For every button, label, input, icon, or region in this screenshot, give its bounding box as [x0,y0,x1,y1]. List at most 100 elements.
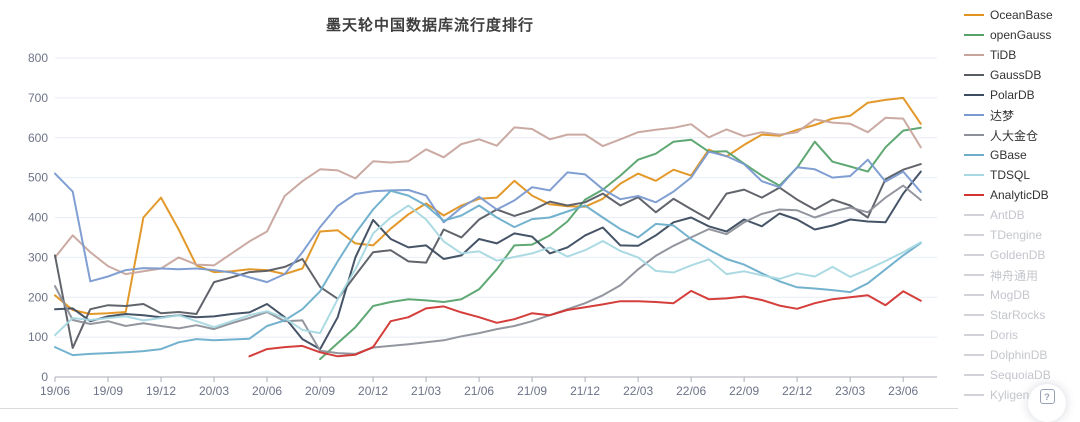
legend-line-swatch [964,94,984,96]
x-axis-tick-label: 19/09 [93,384,123,398]
legend-label: TiDB [990,48,1017,62]
legend-line-swatch [964,294,984,296]
x-axis-tick-label: 21/09 [517,384,547,398]
legend-line-swatch [964,254,984,256]
series-line-人大金仓 [54,184,922,355]
legend-item-人大金仓[interactable]: 人大金仓 [962,125,1080,145]
legend-line-swatch [964,334,984,336]
legend-line-swatch [964,154,984,156]
legend-item-MogDB[interactable]: MogDB [962,285,1080,305]
legend-label: 神舟通用 [990,268,1039,283]
legend-item-GaussDB[interactable]: GaussDB [962,65,1080,85]
x-axis-tick-label: 23/06 [888,384,918,398]
chart-legend: OceanBase openGauss TiDB GaussDB PolarDB 达梦人大… [962,0,1080,414]
legend-item-openGauss[interactable]: openGauss [962,25,1080,45]
chart-area[interactable]: 0 100 200 300 400 500 600 700 800 19/06 19/09 19/12… [0,0,962,414]
legend-line-swatch [964,54,984,56]
series-line-PolarDB [54,170,922,351]
legend-line-swatch [964,214,984,216]
legend-label: openGauss [990,28,1052,42]
legend-label: PolarDB [990,88,1035,102]
x-axis-tick-label: 21/12 [570,384,600,398]
legend-line-swatch [964,34,984,36]
legend-line-swatch [964,114,984,116]
legend-item-Doris[interactable]: Doris [962,325,1080,345]
x-axis-tick-label: 22/12 [782,384,812,398]
legend-label: TDengine [990,228,1043,242]
legend-line-swatch [964,14,984,16]
legend-item-PolarDB[interactable]: PolarDB [962,85,1080,105]
x-axis-tick-label: 20/03 [199,384,229,398]
series-line-openGauss [319,126,922,361]
series-line-TDSQL [54,204,922,337]
x-axis-tick-label: 21/03 [411,384,441,398]
y-axis-tick-label: 700 [28,91,48,105]
y-axis-tick-label: 100 [28,330,48,344]
help-button[interactable]: ? [1028,384,1066,422]
legend-label: SequoiaDB [990,368,1051,382]
legend-line-swatch [964,274,984,276]
y-axis-tick-label: 600 [28,131,48,145]
x-axis-tick-label: 20/12 [358,384,388,398]
x-axis-tick-label: 22/03 [623,384,653,398]
series-line-AnalyticDB [248,289,922,358]
y-axis-tick-label: 400 [28,211,48,225]
legend-line-swatch [964,174,984,176]
legend-item-GoldenDB[interactable]: GoldenDB [962,245,1080,265]
legend-label: 达梦 [990,108,1015,123]
legend-item-GBase[interactable]: GBase [962,145,1080,165]
y-axis-tick-label: 300 [28,250,48,264]
line-chart-plot[interactable]: 0 100 200 300 400 500 600 700 800 19/06 19/09 19/12… [0,0,962,414]
legend-line-swatch [964,394,984,396]
legend-line-swatch [964,374,984,376]
legend-label: GaussDB [990,68,1042,82]
legend-line-swatch [964,134,984,136]
legend-label: AntDB [990,208,1025,222]
legend-label: GoldenDB [990,248,1046,262]
series-line-达梦 [54,150,922,284]
legend-item-神舟通用[interactable]: 神舟通用 [962,265,1080,285]
legend-label: MogDB [990,288,1031,302]
legend-item-AntDB[interactable]: AntDB [962,205,1080,225]
legend-line-swatch [964,194,984,196]
legend-label: Doris [990,328,1019,342]
legend-label: DolphinDB [990,348,1048,362]
chart-title: 墨天轮中国数据库流行度排行 [325,17,534,34]
y-axis-tick-label: 200 [28,290,48,304]
legend-item-StarRocks[interactable]: StarRocks [962,305,1080,325]
x-axis-tick-label: 21/06 [464,384,494,398]
legend-label: OceanBase [990,8,1053,22]
y-axis-tick-label: 500 [28,171,48,185]
x-axis-tick-label: 20/09 [305,384,335,398]
legend-label: AnalyticDB [990,188,1049,202]
x-axis-tick-label: 19/12 [146,384,176,398]
legend-item-AnalyticDB[interactable]: AnalyticDB [962,185,1080,205]
y-axis-tick-label: 800 [28,51,48,65]
legend-item-TDengine[interactable]: TDengine [962,225,1080,245]
legend-label: GBase [990,148,1027,162]
legend-item-DolphinDB[interactable]: DolphinDB [962,345,1080,365]
legend-item-达梦[interactable]: 达梦 [962,105,1080,125]
x-axis-tick-label: 22/06 [676,384,706,398]
legend-item-TDSQL[interactable]: TDSQL [962,165,1080,185]
legend-item-SequoiaDB[interactable]: SequoiaDB [962,365,1080,385]
x-axis-tick-label: 22/09 [729,384,759,398]
help-icon: ? [1039,389,1055,404]
series-line-GBase [54,189,922,357]
legend-item-OceanBase[interactable]: OceanBase [962,5,1080,25]
series-line-GaussDB [54,163,922,349]
x-axis-tick-label: 23/03 [835,384,865,398]
legend-label: StarRocks [990,308,1046,322]
legend-label: TDSQL [990,168,1031,182]
series-line-TiDB [54,116,922,276]
y-axis-tick-label: 0 [41,370,48,384]
series-line-OceanBase [54,96,922,315]
legend-line-swatch [964,234,984,236]
legend-item-TiDB[interactable]: TiDB [962,45,1080,65]
bottom-divider [0,408,958,409]
legend-line-swatch [964,74,984,76]
x-axis-tick-label: 20/06 [252,384,282,398]
x-axis-tick-label: 19/06 [40,384,70,398]
legend-line-swatch [964,314,984,316]
legend-label: 人大金仓 [990,128,1039,143]
